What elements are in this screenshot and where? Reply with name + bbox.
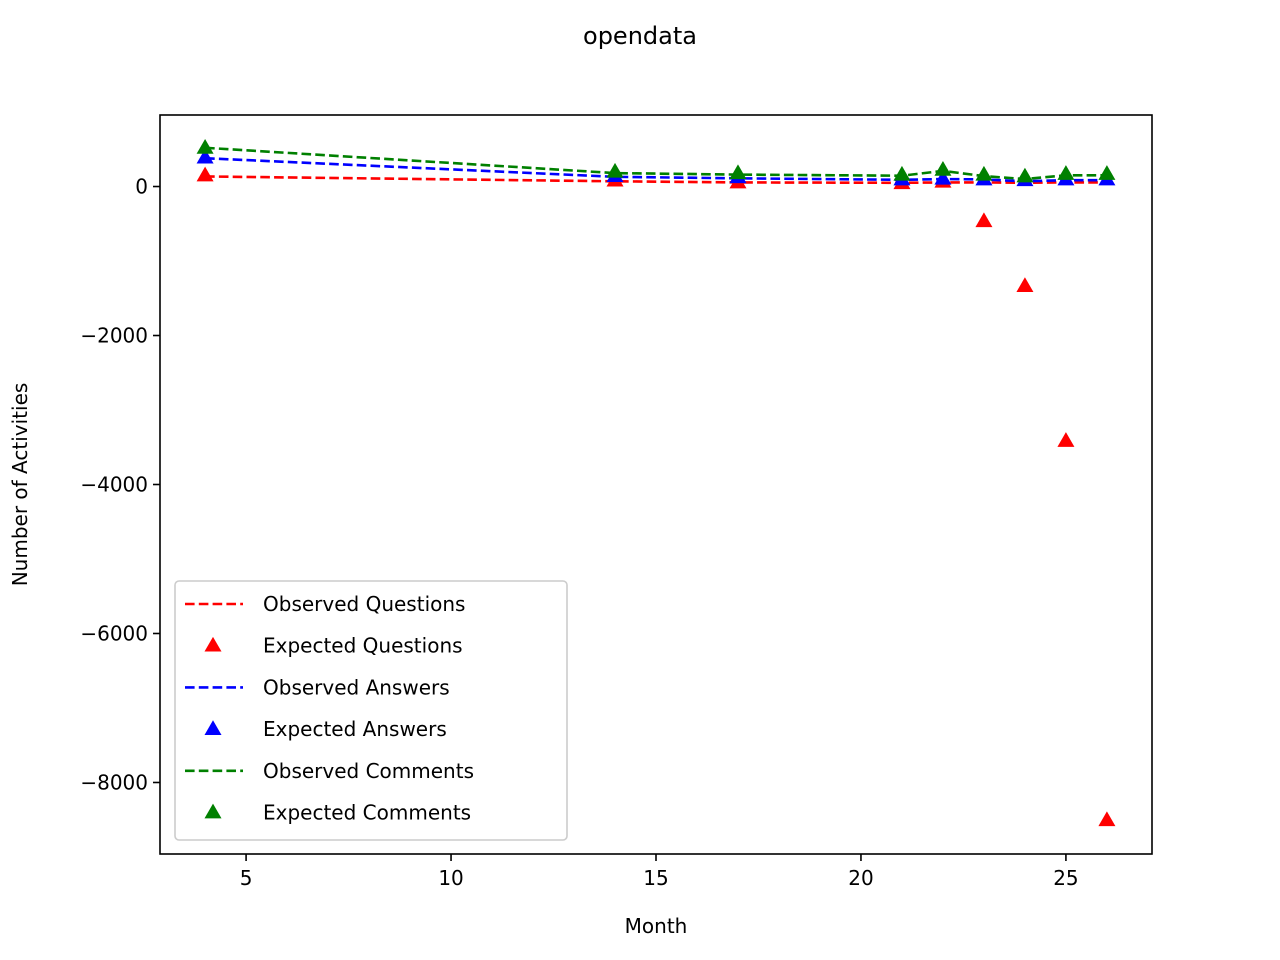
legend-expected-comments-label: Expected Comments: [263, 801, 471, 825]
expected-questions-marker: [975, 212, 993, 228]
legend-box: [174, 580, 568, 841]
x-axis-title: Month: [625, 914, 688, 938]
legend: Observed Questions Expected Questions Obse…: [174, 580, 568, 841]
x-tick-label: 10: [438, 866, 463, 890]
x-tick-label: 25: [1053, 866, 1078, 890]
expected-comments-marker: [934, 161, 952, 176]
expected-comments-marker: [975, 165, 993, 181]
chart-title: opendata: [583, 22, 697, 50]
expected-comments-marker: [1098, 165, 1116, 180]
y-axis-title: Number of Activities: [8, 383, 32, 587]
expected-comments-marker: [606, 162, 624, 178]
y-tick-label: −8000: [80, 770, 148, 794]
y-tick-label: −6000: [80, 621, 148, 645]
expected-comments-marker: [1016, 167, 1034, 183]
expected-answers-marker: [196, 148, 214, 164]
legend-expected-answers-label: Expected Answers: [263, 717, 447, 741]
x-tick-label: 5: [240, 866, 253, 890]
y-tick-label: 0: [135, 175, 148, 199]
expected-comments-marker: [729, 164, 747, 180]
legend-expected-comments-swatch: [204, 803, 222, 819]
legend-observed-questions-label: Observed Questions: [263, 592, 465, 616]
y-axis: 0 −2000 −4000 −6000 −8000: [80, 175, 160, 794]
expected-questions-marker: [1057, 432, 1075, 447]
legend-observed-answers-label: Observed Answers: [263, 675, 450, 699]
expected-questions-marker: [196, 166, 214, 182]
x-axis: 5 10 15 20 25: [240, 854, 1079, 890]
x-tick-label: 15: [643, 866, 668, 890]
legend-expected-answers-swatch: [204, 720, 222, 735]
marker-layer: [196, 139, 1116, 827]
legend-expected-questions-swatch: [204, 636, 222, 652]
y-tick-label: −4000: [80, 473, 148, 497]
legend-expected-questions-label: Expected Questions: [263, 634, 463, 658]
expected-comments-marker: [196, 139, 214, 154]
expected-questions-marker: [1016, 277, 1034, 292]
expected-answers-marker: [934, 169, 952, 185]
expected-questions-marker: [1098, 811, 1116, 827]
y-tick-label: −2000: [80, 324, 148, 348]
x-tick-label: 20: [848, 866, 873, 890]
legend-observed-comments-label: Observed Comments: [263, 759, 474, 783]
expected-comments-marker: [893, 165, 911, 181]
expected-comments-marker: [1057, 165, 1075, 180]
legend-items: Observed Questions Expected Questions Obse…: [185, 592, 474, 825]
